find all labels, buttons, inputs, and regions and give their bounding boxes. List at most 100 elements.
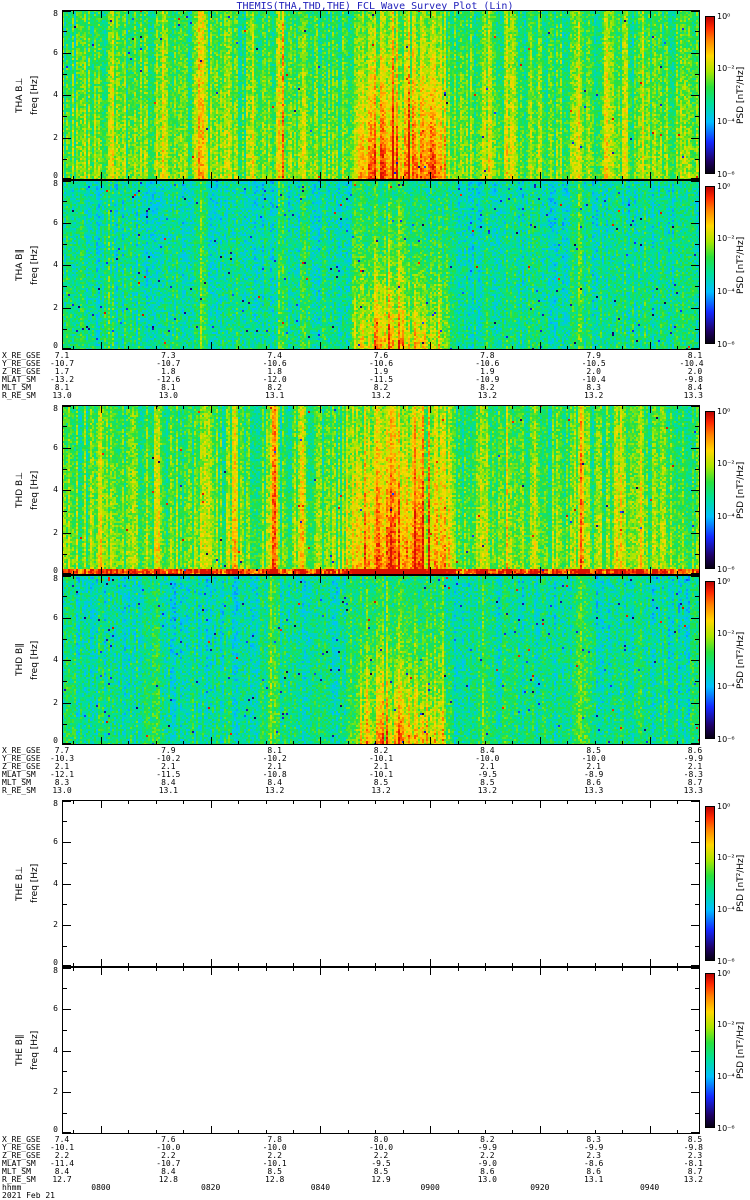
ephemeris-value: 12.8 <box>158 1175 178 1184</box>
ephemeris-value: 8.6 <box>687 746 703 755</box>
ephemeris-value: 8.4 <box>161 778 176 787</box>
ephemeris-value: -8.6 <box>584 1159 604 1168</box>
ephemeris-value: -8.9 <box>584 770 604 779</box>
thd-bperp-spectrogram-canvas <box>62 405 700 575</box>
ephemeris-value: 7.1 <box>54 351 70 360</box>
freq-tick-label: 4 <box>53 878 58 888</box>
ephemeris-row-label: R_RE_SM <box>2 786 36 795</box>
ephemeris-value: -10.2 <box>156 754 181 763</box>
ephemeris-value: -11.5 <box>368 375 394 384</box>
time-tick-label: 0920 <box>530 1183 550 1192</box>
ephemeris-value: 2.0 <box>586 367 601 376</box>
ephemeris-value: 8.1 <box>267 746 282 755</box>
ephemeris-value: -12.0 <box>262 375 287 384</box>
time-axis-units-label: hhmm <box>2 1183 22 1192</box>
ephemeris-value: 7.9 <box>161 746 176 755</box>
ephemeris-value: 2.3 <box>687 1151 703 1160</box>
colorbar-tick-label: 10⁻⁴ <box>717 286 735 296</box>
ephemeris-value: 8.2 <box>373 383 389 392</box>
ephemeris-value: -9.5 <box>371 1159 391 1168</box>
plot-title: THEMIS(THA,THD,THE) FCL Wave Survey Plot… <box>236 1 514 12</box>
ephemeris-value: -10.0 <box>368 1143 394 1152</box>
ephemeris-value: 13.2 <box>683 1175 703 1184</box>
ephemeris-value: 2.2 <box>54 1151 70 1160</box>
the-bperp-colorbar <box>705 806 715 961</box>
colorbar-tick-label: 10⁻⁶ <box>717 956 735 966</box>
ephemeris-value: 7.8 <box>267 1135 282 1144</box>
ephemeris-value: -10.9 <box>475 375 500 384</box>
freq-tick-label: 6 <box>53 1003 58 1013</box>
colorbar-tick-label: 10⁻² <box>717 629 735 639</box>
ephemeris-value: 8.4 <box>480 746 495 755</box>
ephemeris-value: -10.1 <box>49 1143 75 1152</box>
ephemeris-value: 2.2 <box>480 1151 495 1160</box>
freq-tick-label: 0 <box>53 1125 58 1134</box>
ephemeris-value: -10.0 <box>475 754 500 763</box>
ephemeris-value: -8.3 <box>683 770 703 779</box>
freq-tick-label: 4 <box>53 90 58 99</box>
time-tick-label: 0800 <box>91 1183 111 1192</box>
ephemeris-value: 2.2 <box>161 1151 176 1160</box>
freq-tick-label: 0 <box>53 341 58 350</box>
ephemeris-value: 12.7 <box>52 1175 72 1184</box>
the-bpar-spectrogram-canvas <box>62 967 700 1134</box>
ephemeris-value: 13.0 <box>52 786 72 795</box>
freq-tick-label: 8 <box>53 574 58 583</box>
ephemeris-value: -9.9 <box>584 1143 604 1152</box>
ephemeris-value: 2.2 <box>373 1151 389 1160</box>
ephemeris-value: 13.3 <box>584 786 604 795</box>
ephemeris-value: 13.1 <box>265 391 285 400</box>
ephemeris-value: 8.5 <box>373 778 389 787</box>
time-tick-label: 0900 <box>420 1183 440 1192</box>
ephemeris-value: 8.4 <box>161 1167 176 1176</box>
ephemeris-value: -9.8 <box>683 375 703 384</box>
freq-tick-label: 4 <box>53 1045 58 1055</box>
ephemeris-value: 7.8 <box>480 351 495 360</box>
the-bperp-psd-axis-label: PSD [nT²/Hz] <box>736 854 746 913</box>
ephemeris-value: 1.9 <box>480 367 495 376</box>
ephemeris-value: 7.6 <box>161 1135 176 1144</box>
ephemeris-value: 1.9 <box>373 367 389 376</box>
ephemeris-value: 2.1 <box>373 762 389 771</box>
tha-bperp-colorbar <box>705 16 715 174</box>
tha-bpar-psd-axis-label: PSD [nT²/Hz] <box>736 236 746 294</box>
ephemeris-value: 7.4 <box>54 1135 70 1144</box>
thd-bperp-colorbar <box>705 411 715 569</box>
freq-tick-label: 8 <box>53 966 58 975</box>
ephemeris-value: 8.5 <box>586 746 601 755</box>
ephemeris-value: 13.2 <box>371 391 391 400</box>
the-bpar-colorbar <box>705 973 715 1128</box>
ephemeris-value: 8.2 <box>480 1135 495 1144</box>
tha-bperp-panel-label: THA B⊥ <box>15 77 25 113</box>
freq-tick-label: 6 <box>53 217 58 227</box>
ephemeris-value: 8.4 <box>267 778 282 787</box>
freq-tick-label: 0 <box>53 736 58 745</box>
ephemeris-row-label: MLT_SM <box>2 383 31 392</box>
colorbar-tick-label: 10⁻⁴ <box>717 904 735 914</box>
colorbar-tick-label: 10⁻⁶ <box>717 734 735 744</box>
ephemeris-value: 8.1 <box>161 383 176 392</box>
freq-tick-label: 6 <box>53 442 58 452</box>
the-bpar-psd-axis-label: PSD [nT²/Hz] <box>736 1021 746 1080</box>
colorbar-tick-label: 10⁰ <box>717 576 731 586</box>
ephemeris-value: 7.3 <box>161 351 176 360</box>
thd-bperp-panel-label: THD B⊥ <box>15 471 25 509</box>
ephemeris-value: -10.5 <box>581 359 606 368</box>
freq-tick-label: 2 <box>53 920 58 930</box>
ephemeris-row-label: Y_RE_GSE <box>2 754 41 763</box>
the-bperp-panel-label: THE B⊥ <box>15 866 25 901</box>
ephemeris-row-label: MLAT_SM <box>2 1159 36 1168</box>
ephemeris-value: -10.1 <box>368 770 394 779</box>
ephemeris-value: -10.6 <box>262 359 287 368</box>
ephemeris-value: -9.0 <box>477 1159 497 1168</box>
ephemeris-value: -10.6 <box>475 359 500 368</box>
ephemeris-value: -10.3 <box>49 754 75 763</box>
ephemeris-value: 13.2 <box>477 391 497 400</box>
colorbar-tick-label: 10⁰ <box>717 11 731 21</box>
ephemeris-value: 8.6 <box>586 778 601 787</box>
ephemeris-value: 8.7 <box>687 1167 703 1176</box>
ephemeris-row-label: Y_RE_GSE <box>2 1143 41 1152</box>
thd-bpar-psd-axis-label: PSD [nT²/Hz] <box>736 631 746 689</box>
ephemeris-value: 7.7 <box>54 746 70 755</box>
ephemeris-value: 8.3 <box>54 778 70 787</box>
